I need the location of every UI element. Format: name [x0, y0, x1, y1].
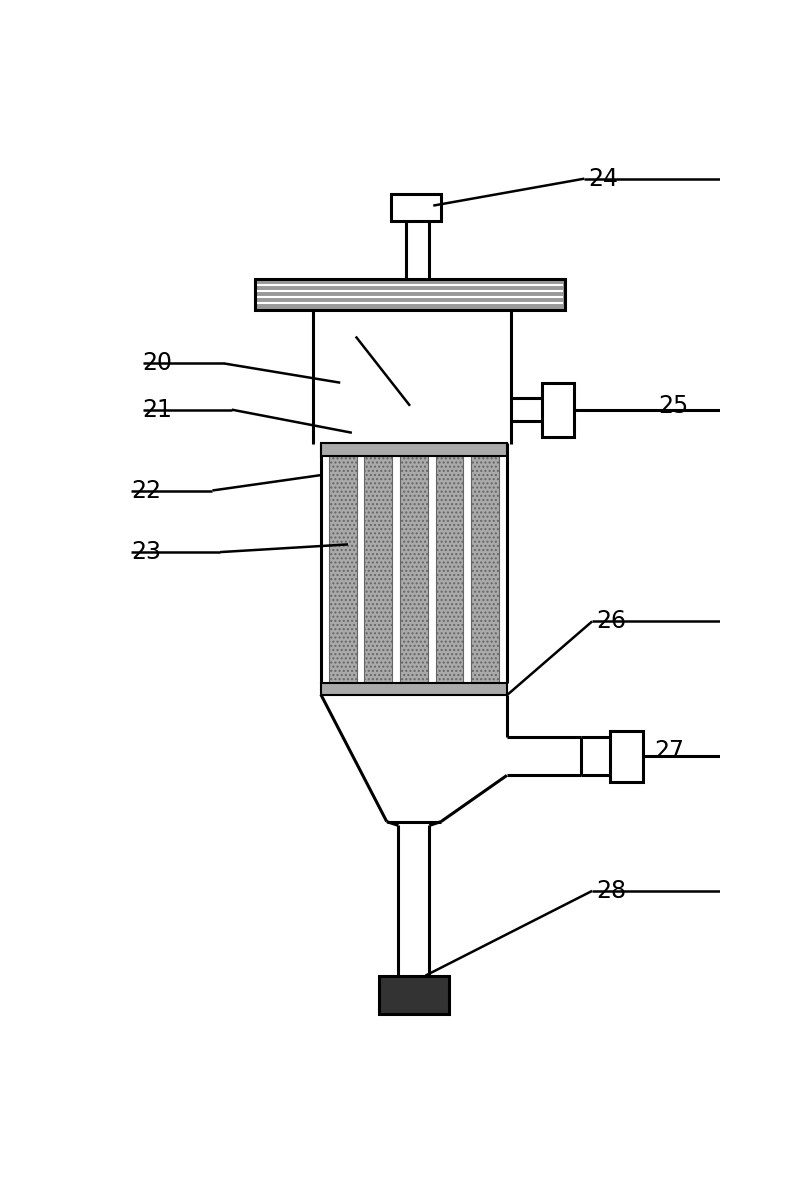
Bar	[390, 194, 441, 221]
Text: 28: 28	[596, 878, 626, 902]
Bar	[364, 456, 392, 683]
Text: 22: 22	[131, 479, 161, 503]
Bar	[255, 278, 565, 310]
Bar	[435, 456, 463, 683]
Bar	[400, 456, 428, 683]
Bar	[471, 456, 499, 683]
Text: 27: 27	[654, 739, 684, 763]
Text: 23: 23	[131, 540, 161, 564]
Bar	[379, 976, 449, 1014]
Bar	[329, 456, 357, 683]
Bar	[542, 383, 574, 437]
Bar	[610, 731, 642, 781]
Bar	[321, 683, 507, 695]
Text: 25: 25	[658, 394, 688, 418]
Text: 24: 24	[588, 167, 618, 191]
Bar	[321, 443, 507, 456]
Text: 26: 26	[596, 610, 626, 634]
Text: 20: 20	[142, 352, 173, 376]
Text: 21: 21	[142, 397, 173, 421]
